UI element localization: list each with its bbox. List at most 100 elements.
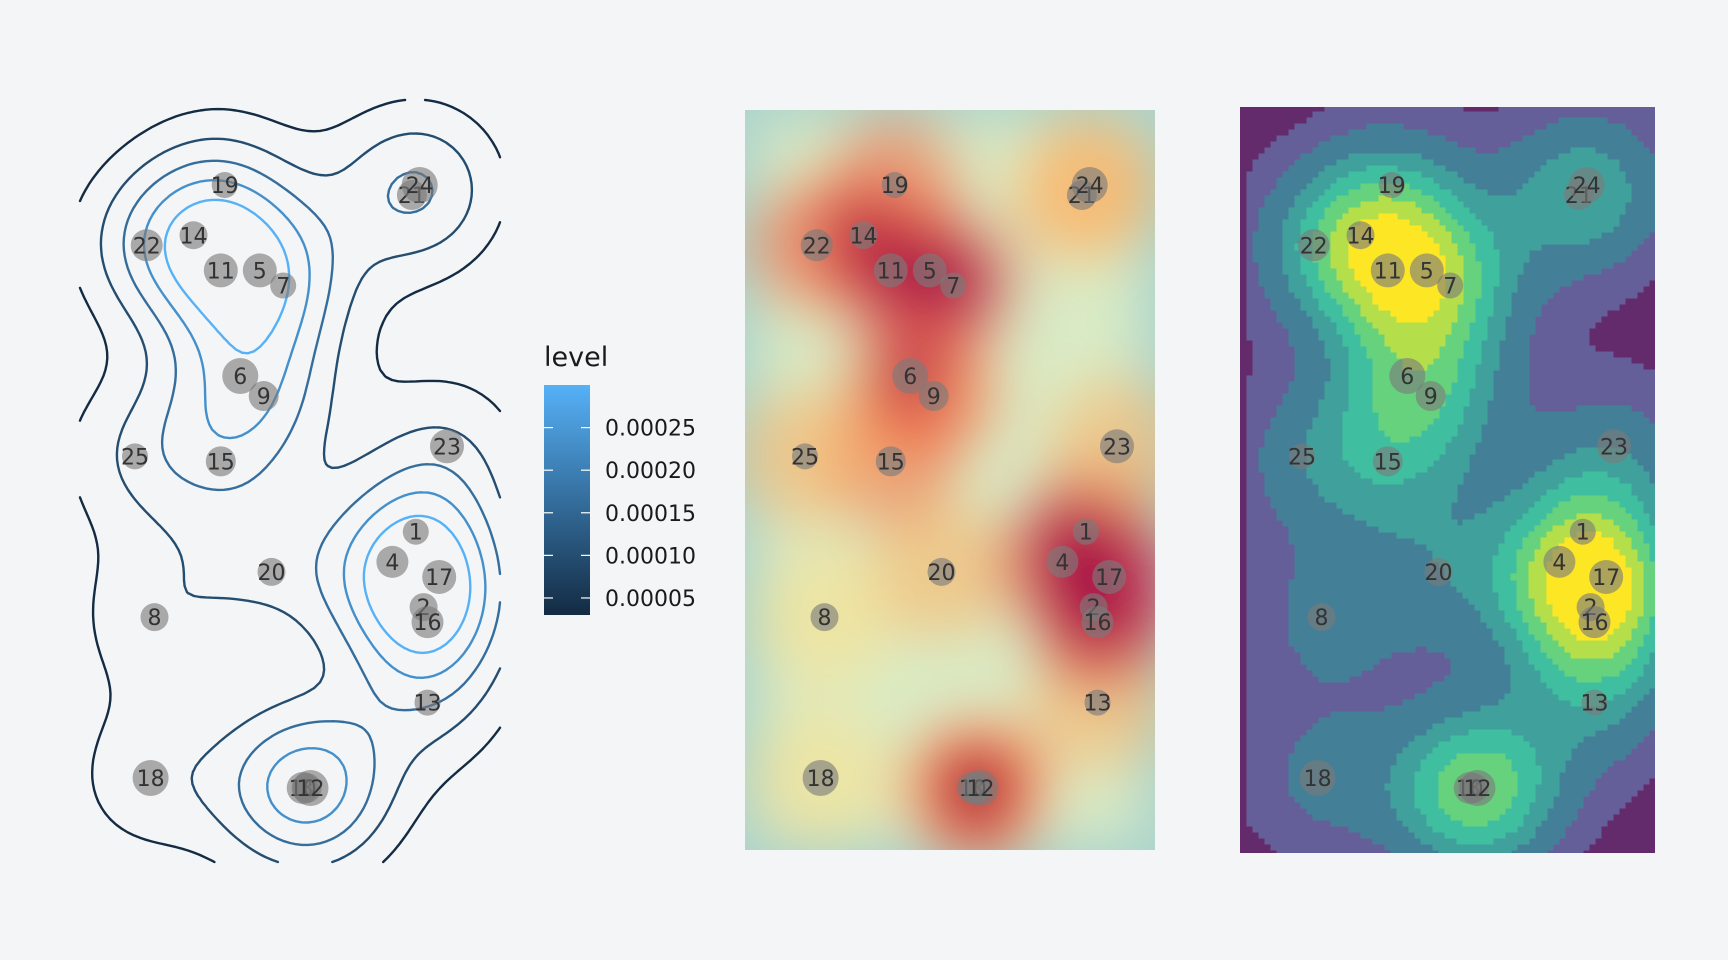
point-4: 4: [1543, 545, 1576, 578]
point-7: 7: [940, 272, 967, 300]
point-marker: [1046, 545, 1079, 578]
point-label: 20: [1425, 561, 1453, 586]
point-marker: [430, 429, 464, 464]
point-label: 24: [1076, 174, 1104, 199]
point-label: 19: [881, 174, 909, 199]
point-marker: [940, 272, 967, 299]
point-25: 25: [121, 443, 149, 470]
point-marker: [248, 381, 279, 412]
point-14: 14: [849, 221, 878, 250]
point-label: 22: [133, 234, 161, 259]
point-label: 7: [276, 275, 290, 300]
point-label: 16: [1581, 611, 1609, 636]
point-label: 8: [1315, 606, 1329, 631]
point-marker: [242, 253, 277, 288]
point-24: 24: [1071, 167, 1108, 203]
point-marker: [211, 172, 238, 198]
point-label: 25: [121, 445, 149, 470]
point-17: 17: [422, 559, 457, 594]
point-marker: [140, 603, 169, 632]
density-raster-panel: 1234567891011121314151617181920212223242…: [745, 110, 1155, 850]
point-marker: [1092, 559, 1127, 594]
point-label: 9: [257, 385, 271, 410]
point-label: 12: [967, 777, 995, 802]
point-marker: [422, 559, 457, 594]
point-marker: [1378, 172, 1405, 198]
point-marker: [1568, 167, 1605, 203]
point-12: 12: [1459, 770, 1496, 806]
point-label: 20: [928, 561, 956, 586]
point-16: 16: [1081, 606, 1114, 639]
point-6: 6: [1389, 357, 1426, 394]
point-marker: [873, 253, 908, 288]
point-17: 17: [1092, 559, 1127, 594]
point-label: 11: [207, 259, 235, 284]
legend-tick-label: 0.00005: [605, 587, 696, 612]
point-marker: [1081, 606, 1114, 639]
point-marker: [1289, 443, 1315, 470]
point-label: 22: [1300, 234, 1328, 259]
point-label: 16: [1084, 611, 1112, 636]
point-label: 15: [1374, 450, 1402, 475]
point-label: 12: [297, 777, 325, 802]
point-label: 18: [1304, 767, 1332, 792]
point-marker: [892, 357, 929, 394]
point-marker: [205, 446, 236, 477]
point-label: 13: [1581, 692, 1609, 717]
legend-title: level: [544, 342, 608, 373]
point-marker: [1297, 229, 1330, 262]
point-label: 4: [1552, 551, 1566, 576]
points-raster-panel: 1234567891011121314151617181920212223242…: [791, 167, 1134, 806]
point-label: 19: [1378, 174, 1406, 199]
legend-ticks: 0.00025 0.00020 0.00015 0.00010 0.00005: [544, 417, 696, 612]
point-label: 6: [233, 365, 247, 390]
point-label: 24: [406, 174, 434, 199]
point-22: 22: [130, 229, 163, 262]
point-label: 1: [1079, 521, 1093, 546]
point-label: 5: [253, 259, 267, 284]
point-marker: [1581, 689, 1608, 716]
point-label: 6: [1400, 365, 1414, 390]
point-14: 14: [1346, 221, 1375, 250]
point-marker: [222, 357, 259, 394]
point-marker: [918, 381, 949, 412]
point-15: 15: [1372, 446, 1403, 477]
point-12: 12: [292, 770, 329, 806]
point-label: 23: [1600, 435, 1628, 460]
point-label: 15: [877, 450, 905, 475]
point-22: 22: [1297, 229, 1330, 262]
point-18: 18: [132, 759, 169, 796]
point-marker: [875, 446, 906, 477]
point-marker: [1346, 221, 1375, 250]
point-11: 11: [203, 253, 238, 288]
point-marker: [402, 518, 429, 545]
point-label: 6: [903, 365, 917, 390]
point-marker: [179, 221, 208, 250]
point-label: 8: [148, 606, 162, 631]
point-label: 24: [1573, 174, 1601, 199]
contour-line-level-4: [142, 179, 487, 824]
point-19: 19: [881, 172, 909, 199]
point-label: 11: [1374, 259, 1402, 284]
point-marker: [1072, 518, 1099, 545]
point-marker: [802, 759, 839, 796]
point-20: 20: [1424, 557, 1453, 586]
point-label: 23: [1103, 435, 1131, 460]
contour-lines: [78, 98, 502, 864]
point-label: 7: [1443, 275, 1457, 300]
point-marker: [1100, 429, 1134, 464]
point-marker: [927, 557, 956, 586]
point-marker: [1084, 689, 1111, 716]
point-label: 18: [807, 767, 835, 792]
point-marker: [1578, 606, 1611, 639]
point-marker: [792, 443, 818, 470]
point-12: 12: [962, 770, 999, 806]
point-marker: [1589, 559, 1624, 594]
point-9: 9: [1415, 381, 1446, 412]
point-5: 5: [242, 253, 277, 288]
point-label: 4: [385, 551, 399, 576]
point-marker: [270, 272, 297, 299]
point-marker: [1437, 272, 1464, 299]
point-label: 14: [850, 224, 878, 249]
raster-density-field: [745, 115, 1155, 850]
